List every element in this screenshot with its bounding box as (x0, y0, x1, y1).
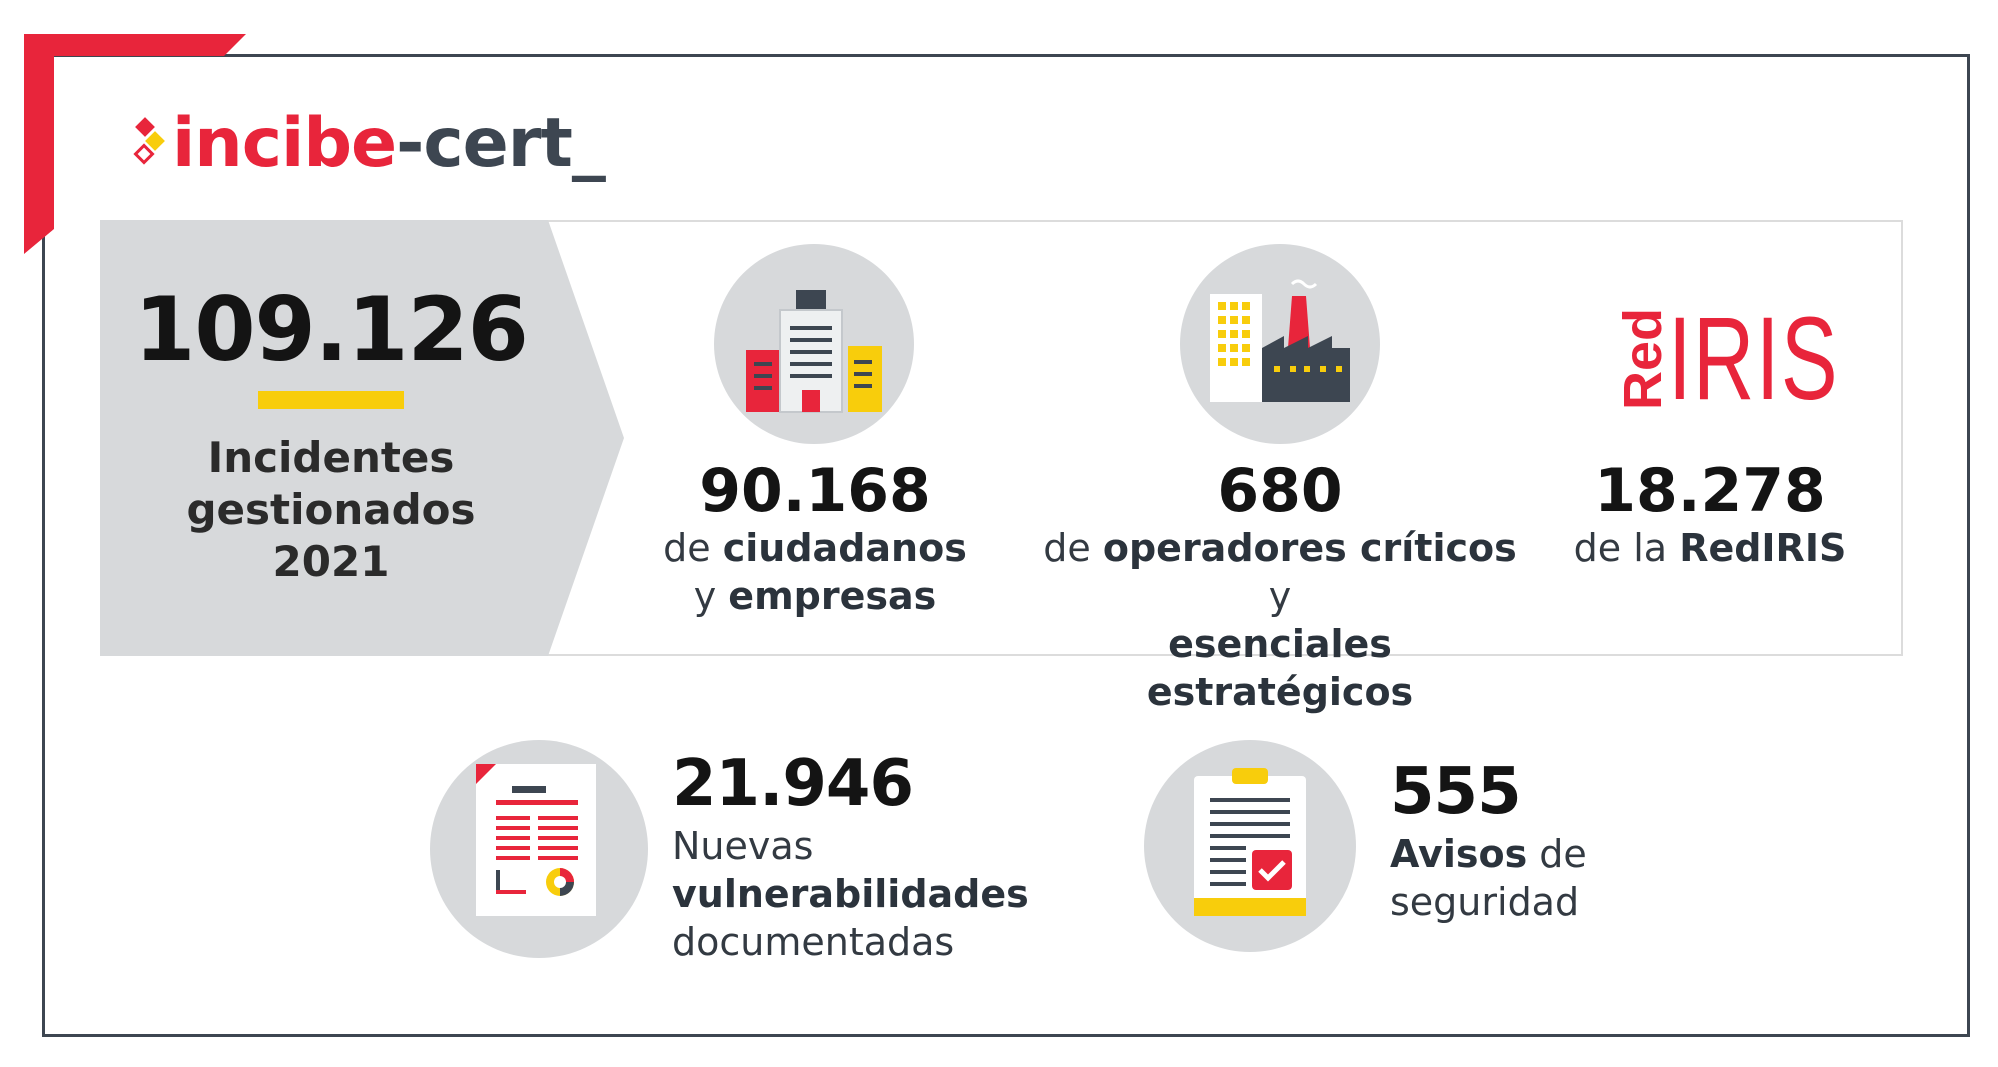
incibe-cert-logo: incibe -cert_ (124, 104, 606, 184)
vulns-line-1: Nuevas (672, 824, 814, 868)
label-line-2: gestionados (186, 485, 476, 534)
vulns-line-3: documentadas (672, 920, 955, 964)
operators-value: 680 (1217, 456, 1343, 526)
rediris-value: 18.278 (1594, 456, 1826, 526)
alerts-line-2: seguridad (1390, 880, 1580, 924)
operators-description: de operadores críticos y esenciales estr… (1040, 524, 1520, 716)
infographic-frame (42, 54, 1970, 1037)
alerts-value: 555 (1390, 755, 1522, 829)
citizens-prefix: de (663, 526, 723, 570)
report-document-icon (430, 740, 648, 958)
total-incidents-value: 109.126 (134, 278, 529, 381)
citizens-description: de ciudadanos y empresas (640, 524, 990, 620)
rediris-bold: RedIRIS (1679, 526, 1847, 570)
rediris-description: de la RedIRIS (1560, 524, 1860, 572)
logo-text-cert: -cert_ (396, 104, 606, 183)
red-corner-accent (24, 34, 246, 254)
operators-suffix: y (1268, 574, 1292, 618)
companies-prefix: y (693, 574, 729, 618)
total-arrow-shape (100, 220, 624, 656)
citizens-bold: ciudadanos (722, 526, 967, 570)
rediris-red-text: Red (1613, 307, 1674, 411)
clipboard-check-icon (1144, 740, 1356, 952)
logo-diamond-icon (133, 117, 165, 165)
alerts-description: Avisos de seguridad (1390, 830, 1710, 926)
operators-prefix: de (1043, 526, 1103, 570)
vulns-bold: vulnerabilidades (672, 872, 1029, 916)
total-incidents-label: Incidentes gestionados 2021 (100, 432, 562, 588)
vulns-description: Nuevas vulnerabilidades documentadas (672, 822, 1072, 966)
logo-text-incibe: incibe (172, 104, 397, 183)
factory-icon (1180, 244, 1380, 444)
rediris-logo-big: IRIS (1668, 293, 1839, 425)
operators-bold: operadores críticos (1102, 526, 1517, 570)
alerts-bold: Avisos (1390, 832, 1528, 876)
companies-bold: empresas (728, 574, 937, 618)
yellow-underline (258, 391, 404, 409)
alerts-suffix: de (1527, 832, 1587, 876)
citizens-value: 90.168 (699, 456, 931, 526)
label-line-3: 2021 (272, 537, 390, 586)
buildings-icon (714, 244, 914, 444)
strategic-bold: esenciales estratégicos (1146, 622, 1414, 714)
label-line-1: Incidentes (207, 433, 455, 482)
rediris-prefix: de la (1573, 526, 1680, 570)
vulns-value: 21.946 (672, 747, 914, 821)
